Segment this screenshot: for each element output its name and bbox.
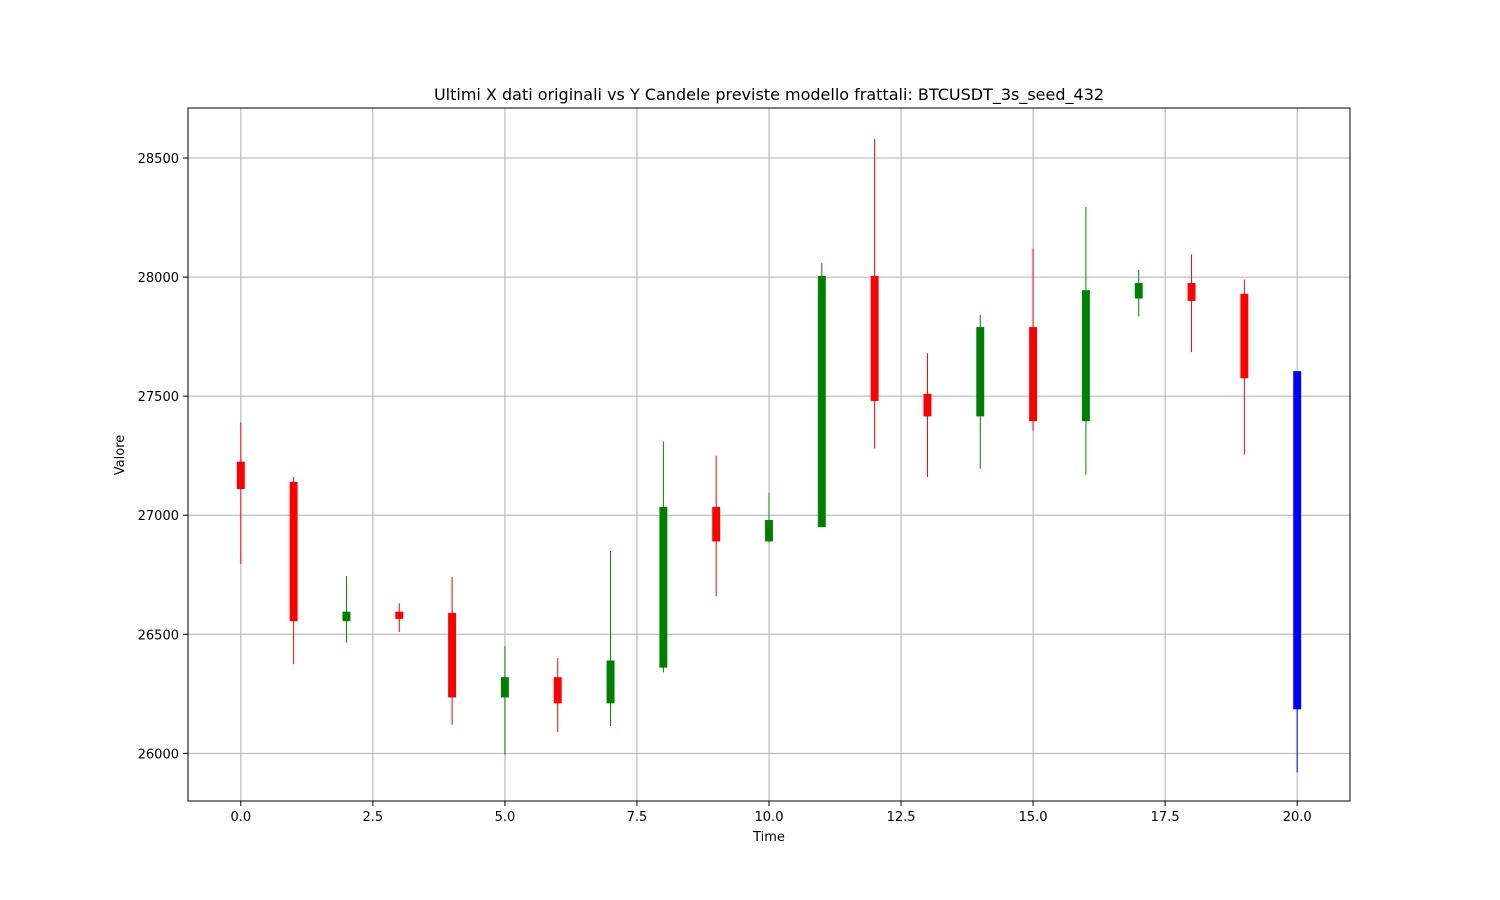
- candle-body: [1240, 293, 1249, 379]
- x-tick-label: 12.5: [887, 810, 916, 825]
- predicted-candle: [1293, 371, 1302, 773]
- candle: [236, 422, 245, 565]
- candle-body: [1187, 283, 1196, 301]
- y-tick-label: 27500: [138, 390, 179, 405]
- candle: [606, 550, 615, 726]
- candle-body: [976, 327, 985, 417]
- candle: [1134, 269, 1143, 317]
- candle: [1187, 254, 1196, 353]
- candle-body: [659, 506, 668, 668]
- candle-body: [712, 506, 721, 542]
- candle: [817, 262, 826, 528]
- candle: [500, 646, 509, 755]
- y-tick-label: 28000: [138, 271, 179, 286]
- x-tick-label: 5.0: [495, 810, 516, 825]
- candle-body: [1293, 371, 1302, 710]
- candle: [976, 315, 985, 469]
- y-tick-label: 26000: [138, 747, 179, 762]
- candle: [1240, 279, 1249, 455]
- candle-body: [606, 660, 615, 704]
- x-tick-label: 7.5: [627, 810, 648, 825]
- y-tick-label: 28500: [138, 152, 179, 167]
- candle: [765, 492, 773, 543]
- x-tick-label: 15.0: [1019, 810, 1048, 825]
- candle-body: [817, 275, 826, 528]
- candle-body: [236, 461, 245, 490]
- chart-title: Ultimi X dati originali vs Y Candele pre…: [434, 85, 1104, 105]
- candle-body: [448, 612, 457, 698]
- x-tick-label: 17.5: [1151, 810, 1180, 825]
- candle-body: [1081, 290, 1090, 422]
- candle-body: [342, 611, 351, 622]
- y-tick-label: 26500: [138, 628, 179, 643]
- candle: [1081, 206, 1090, 475]
- candle: [289, 477, 298, 665]
- candle-body: [553, 677, 562, 704]
- candle: [1029, 248, 1038, 431]
- x-tick-label: 10.0: [755, 810, 784, 825]
- candle: [553, 658, 562, 732]
- y-axis-label: Valore: [113, 435, 128, 475]
- candle-body: [870, 275, 879, 401]
- candles: [236, 138, 1302, 773]
- axis-ticks: 0.0 2.5 5.0 7.5 10.0 12.5 15.0 17.5 20.0 26000 265…: [138, 152, 1312, 825]
- candle: [448, 577, 457, 725]
- candle-body: [289, 481, 298, 622]
- candle: [712, 455, 721, 597]
- x-tick-label: 2.5: [363, 810, 384, 825]
- x-tick-label: 0.0: [230, 810, 251, 825]
- candle-body: [395, 611, 404, 619]
- candle-body: [1134, 283, 1143, 299]
- candle-body: [500, 677, 509, 698]
- candle-body: [923, 393, 932, 417]
- candle: [659, 441, 668, 673]
- grid: [188, 108, 1350, 801]
- candle-body: [765, 519, 773, 542]
- candle: [342, 575, 351, 643]
- x-tick-label: 20.0: [1283, 810, 1312, 825]
- candle: [395, 603, 404, 632]
- candle: [923, 353, 932, 478]
- x-axis-label: Time: [752, 830, 785, 845]
- candle: [870, 138, 879, 449]
- candle-body: [1029, 327, 1038, 422]
- y-tick-label: 27000: [138, 509, 179, 524]
